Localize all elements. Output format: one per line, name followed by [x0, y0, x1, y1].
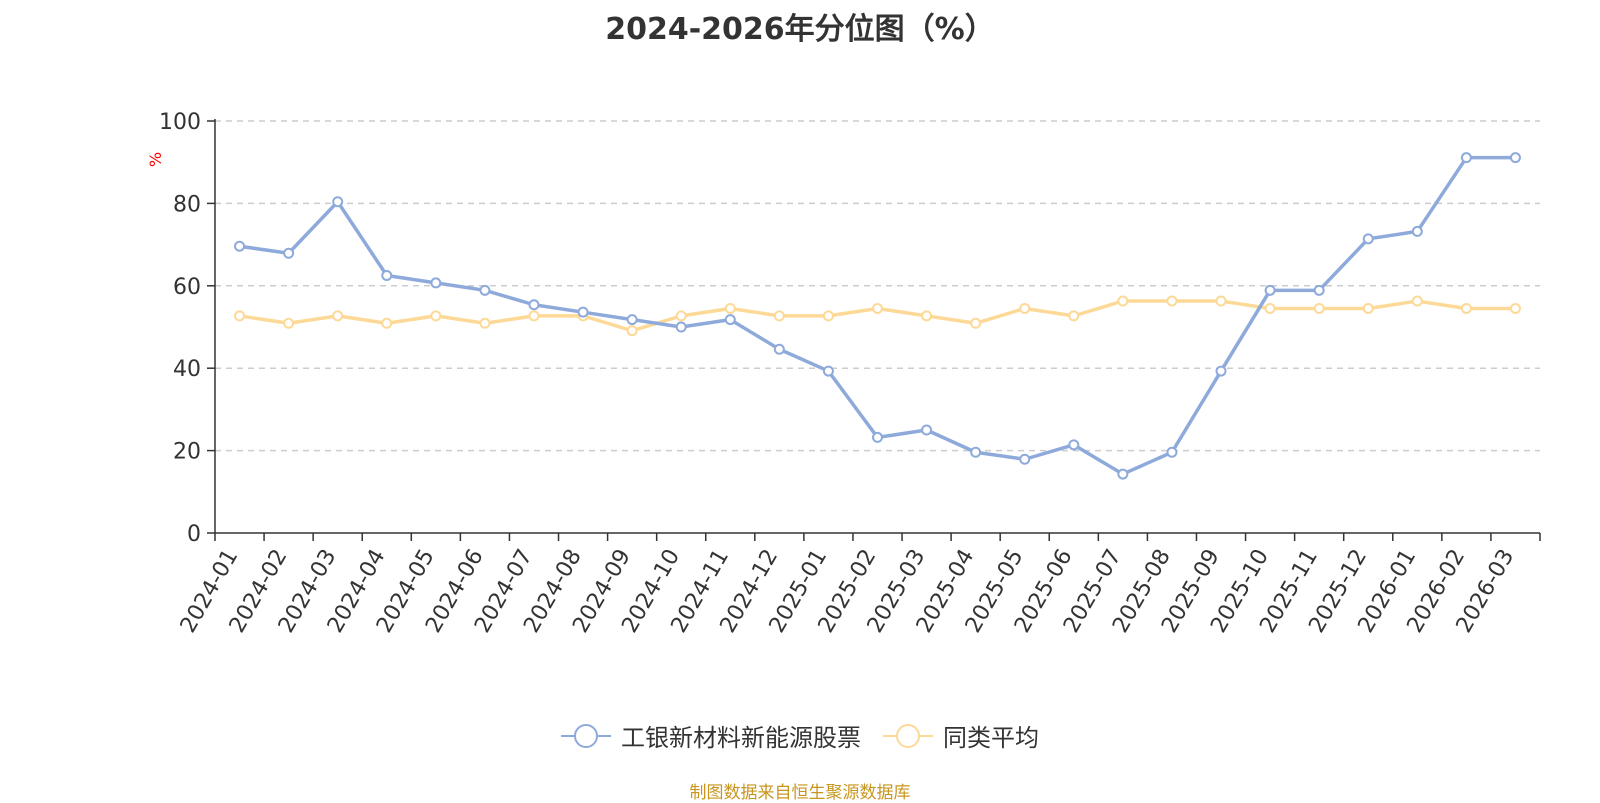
series — [234, 152, 1521, 480]
data-point — [1215, 365, 1227, 377]
data-point — [1068, 439, 1080, 451]
data-point — [381, 317, 393, 329]
data-point — [1509, 152, 1521, 164]
data-point — [1460, 302, 1472, 314]
data-point — [675, 321, 687, 333]
data-point — [1117, 295, 1129, 307]
data-point — [1313, 302, 1325, 314]
y-tick-label: 100 — [159, 110, 201, 135]
legend: 工银新材料新能源股票 同类平均 — [0, 718, 1600, 753]
y-tick-label: 20 — [173, 440, 201, 465]
data-point — [822, 365, 834, 377]
line-chart: 0204060801002024-012024-022024-032024-04… — [159, 110, 1541, 637]
tick-labels: 0204060801002024-012024-022024-032024-04… — [159, 110, 1519, 637]
data-point — [381, 270, 393, 281]
data-point — [1411, 295, 1423, 307]
data-point — [528, 299, 540, 311]
data-point — [822, 310, 834, 322]
data-point — [626, 325, 638, 337]
legend-item-fund[interactable]: 工银新材料新能源股票 — [561, 718, 861, 753]
legend-item-peer-average[interactable]: 同类平均 — [883, 718, 1039, 753]
y-tick-label: 40 — [173, 357, 201, 382]
source-note: 制图数据来自恒生聚源数据库 — [689, 783, 911, 803]
chart-title: 2024-2026年分位图（%） — [605, 12, 995, 47]
axes — [207, 119, 1541, 541]
data-point — [1362, 233, 1374, 245]
grid-lines — [215, 120, 1540, 452]
data-point — [1019, 453, 1031, 465]
y-tick-label: 60 — [173, 275, 201, 300]
y-tick-label: 80 — [173, 192, 201, 217]
data-point — [724, 302, 736, 314]
data-point — [921, 310, 933, 322]
data-point — [430, 277, 442, 289]
data-point — [1215, 295, 1227, 307]
data-point — [1019, 302, 1031, 314]
data-point — [1362, 302, 1374, 314]
data-point — [1264, 284, 1276, 296]
data-point — [1117, 468, 1129, 480]
y-tick-label: 0 — [187, 522, 201, 547]
data-point — [577, 306, 589, 318]
legend-marker-icon — [561, 723, 611, 749]
data-point — [234, 310, 246, 322]
data-point — [872, 302, 883, 314]
data-point — [1166, 295, 1178, 307]
data-point — [626, 314, 638, 326]
data-point — [1264, 302, 1276, 314]
data-point — [773, 343, 785, 355]
legend-label: 同类平均 — [943, 724, 1039, 752]
data-point — [430, 310, 442, 322]
data-point — [234, 240, 246, 252]
data-point — [332, 196, 344, 208]
data-point — [1411, 225, 1423, 237]
data-point — [283, 247, 295, 259]
data-point — [528, 310, 540, 322]
data-point — [332, 310, 344, 322]
data-point — [1460, 152, 1472, 164]
data-point — [970, 446, 982, 458]
legend-label: 工银新材料新能源股票 — [621, 724, 861, 752]
data-point — [921, 424, 933, 436]
data-point — [773, 310, 785, 322]
data-point — [872, 431, 883, 443]
data-point — [479, 284, 491, 296]
data-point — [1166, 446, 1178, 458]
data-point — [970, 317, 982, 329]
data-point — [675, 310, 687, 322]
data-point — [1313, 284, 1325, 296]
data-point — [283, 317, 295, 329]
data-point — [1509, 302, 1521, 314]
data-point — [1068, 310, 1080, 322]
data-point — [724, 314, 736, 326]
data-point — [479, 317, 491, 329]
legend-marker-icon — [883, 723, 933, 749]
